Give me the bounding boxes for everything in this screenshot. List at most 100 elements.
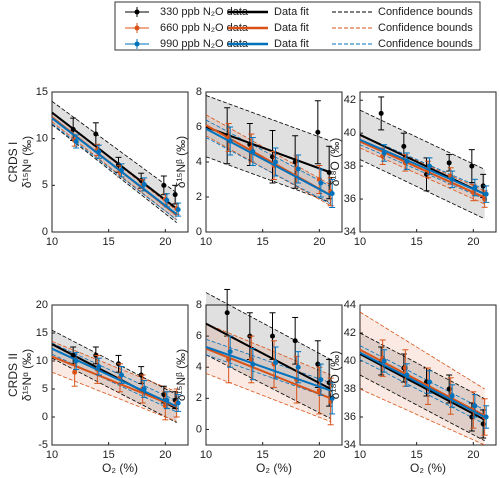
y-axis-label: δ¹⁸O (‰) xyxy=(328,138,342,186)
confidence-bound xyxy=(205,292,331,360)
x-tick-label: 10 xyxy=(354,236,366,248)
fit-line xyxy=(205,127,332,197)
confidence-bound xyxy=(205,354,331,419)
legend-label: Data fit xyxy=(274,6,309,18)
data-point xyxy=(164,197,170,203)
x-tick-label: 10 xyxy=(200,236,212,248)
y-tick-label: 0 xyxy=(196,423,202,435)
confidence-bound xyxy=(51,353,177,413)
confidence-bound xyxy=(359,134,485,192)
x-axis-label: O₂ (%) xyxy=(102,461,138,475)
data-point xyxy=(378,110,384,116)
y-axis-label: δ¹⁵Nᵅ (‰) xyxy=(20,136,34,188)
y-tick-label: 0 xyxy=(42,226,48,238)
fit-line xyxy=(51,111,178,210)
data-point xyxy=(227,349,233,355)
data-point xyxy=(318,377,324,383)
x-tick-label: 10 xyxy=(354,449,366,461)
confidence-bound xyxy=(359,345,485,411)
data-point xyxy=(292,338,298,344)
x-tick-label: 15 xyxy=(257,236,269,248)
confidence-bound xyxy=(205,119,331,187)
row-label: CRDS II xyxy=(6,353,20,397)
data-point xyxy=(315,129,321,135)
fit-line xyxy=(205,346,331,392)
x-tick-label: 20 xyxy=(467,449,479,461)
x-tick-label: 15 xyxy=(257,449,269,461)
fit-line xyxy=(51,347,178,408)
y-axis-label: δ¹⁵Nᵅ (‰) xyxy=(20,349,34,401)
y-tick-label: 5 xyxy=(42,179,48,191)
y-tick-label: 15 xyxy=(36,327,48,339)
legend-label: Confidence bounds xyxy=(378,22,473,34)
x-tick-label: 20 xyxy=(313,449,325,461)
confidence-bound xyxy=(205,95,331,142)
fit-line xyxy=(359,140,486,199)
confidence-bound xyxy=(359,134,485,190)
data-point xyxy=(72,369,78,375)
data-point xyxy=(96,364,102,370)
data-point xyxy=(381,358,387,364)
y-axis-label: δ¹⁸O (‰) xyxy=(328,351,342,399)
fit-line xyxy=(205,126,332,174)
confidence-bound xyxy=(359,374,485,442)
confidence-bound xyxy=(205,137,331,205)
y-tick-label: 0 xyxy=(42,411,48,423)
data-point xyxy=(175,400,181,406)
confidence-bound xyxy=(51,371,177,422)
data-point xyxy=(483,191,489,197)
y-tick-label: 34 xyxy=(344,439,356,451)
fit-line xyxy=(359,348,486,417)
legend-label: Confidence bounds xyxy=(378,6,473,18)
x-tick-label: 20 xyxy=(313,236,325,248)
legend-label: 990 ppb N₂O data xyxy=(160,38,249,50)
data-point xyxy=(73,138,79,144)
data-point xyxy=(483,414,489,420)
data-point xyxy=(329,395,335,401)
y-tick-label: 2 xyxy=(196,191,202,203)
data-point xyxy=(161,182,167,188)
data-point xyxy=(401,143,407,149)
confidence-bound xyxy=(359,332,485,400)
data-point xyxy=(273,159,278,165)
data-point xyxy=(119,372,124,378)
legend-marker xyxy=(134,9,140,15)
x-tick-label: 10 xyxy=(46,449,58,461)
y-tick-label: 15 xyxy=(36,86,48,98)
confidence-bound xyxy=(205,156,331,203)
data-point xyxy=(295,166,301,172)
fit-line xyxy=(359,351,486,418)
legend-label: 660 ppb N₂O data xyxy=(160,22,249,34)
confidence-bound xyxy=(359,144,485,200)
legend-label: Data fit xyxy=(274,38,309,50)
data-point xyxy=(472,403,478,409)
x-tick-label: 15 xyxy=(103,236,115,248)
data-point xyxy=(273,360,278,366)
x-tick-label: 20 xyxy=(159,449,171,461)
confidence-bound xyxy=(359,159,485,220)
y-tick-label: 38 xyxy=(344,160,356,172)
y-tick-label: 44 xyxy=(344,299,356,311)
x-tick-label: 15 xyxy=(411,449,423,461)
data-point xyxy=(270,333,275,339)
confidence-bound xyxy=(51,329,177,395)
confidence-bound xyxy=(51,101,177,194)
y-tick-label: 42 xyxy=(344,94,356,106)
confidence-bound xyxy=(359,388,485,446)
y-tick-label: 2 xyxy=(196,392,202,404)
confidence-bound xyxy=(359,109,485,170)
data-point xyxy=(427,163,432,169)
y-tick-label: 36 xyxy=(344,411,356,423)
y-axis-label: δ¹⁵Nᵝ (‰) xyxy=(174,349,188,401)
data-point xyxy=(295,364,301,370)
confidence-bound xyxy=(205,323,331,376)
y-tick-label: 40 xyxy=(344,127,356,139)
data-point xyxy=(175,207,181,213)
fit-line xyxy=(51,117,178,216)
confidence-bound xyxy=(51,357,177,423)
y-tick-label: 38 xyxy=(344,383,356,395)
fit-line xyxy=(359,138,486,196)
confidence-bound xyxy=(51,342,177,402)
y-tick-label: 4 xyxy=(196,156,202,168)
y-tick-label: 10 xyxy=(36,133,48,145)
